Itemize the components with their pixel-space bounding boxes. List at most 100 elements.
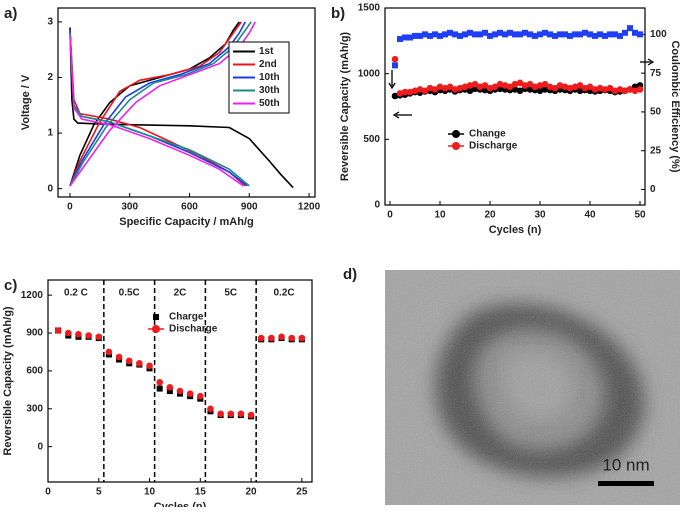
point <box>407 34 413 41</box>
point <box>436 83 444 91</box>
point <box>186 390 194 397</box>
legend-label: Change <box>469 129 506 140</box>
point <box>156 378 163 386</box>
series-line <box>69 21 248 187</box>
plot-frame <box>47 279 313 483</box>
point <box>541 86 549 93</box>
point <box>288 334 295 342</box>
point <box>502 31 508 38</box>
point <box>268 334 275 342</box>
point <box>472 31 478 38</box>
point <box>136 360 143 367</box>
point <box>516 87 524 95</box>
panel-label: b) <box>331 5 345 22</box>
point <box>626 86 634 93</box>
point <box>602 32 608 39</box>
point <box>427 32 433 39</box>
point <box>616 86 624 93</box>
point <box>247 411 255 419</box>
point <box>486 84 494 92</box>
point <box>457 32 463 39</box>
x-tick-label: 0 <box>45 487 51 498</box>
point <box>591 86 599 93</box>
point <box>611 87 619 95</box>
y-tick-label: 2 <box>47 72 53 83</box>
x-tick-label: 10 <box>434 210 446 221</box>
point <box>471 80 479 88</box>
y-tick-label: 1 <box>47 128 53 139</box>
point <box>631 87 639 95</box>
point <box>557 31 563 38</box>
point <box>526 80 534 88</box>
y2-tick-label: 0 <box>650 184 656 195</box>
scale-bar-label: 10 nm <box>602 455 649 474</box>
legend-label: 30th <box>259 85 280 96</box>
point <box>467 29 473 36</box>
point <box>456 84 464 92</box>
point <box>527 31 533 38</box>
point <box>115 353 123 361</box>
y2-tick-label: 25 <box>650 145 662 156</box>
x-axis-label: Cycles (n) <box>489 224 542 236</box>
point <box>597 31 603 38</box>
point <box>227 410 235 418</box>
point <box>632 29 638 36</box>
y-tick-label: 1200 <box>21 290 44 301</box>
point <box>471 85 479 93</box>
point <box>442 31 448 38</box>
point <box>446 83 454 91</box>
point <box>217 410 224 418</box>
point <box>587 31 593 38</box>
rate-label: 0.5C <box>119 288 140 299</box>
point <box>422 31 428 38</box>
point <box>477 31 483 38</box>
point <box>298 334 306 342</box>
point <box>517 31 523 38</box>
legend-swatch <box>452 130 460 138</box>
point <box>54 327 62 334</box>
point <box>612 31 618 38</box>
y-tick-label: 900 <box>26 328 43 339</box>
point <box>95 333 103 341</box>
point <box>537 31 543 38</box>
point <box>562 31 568 38</box>
point <box>466 87 474 95</box>
point <box>447 29 453 36</box>
point <box>621 87 629 95</box>
legend-label: Charge <box>169 312 204 323</box>
point <box>536 82 544 89</box>
point <box>521 82 529 89</box>
y-tick-label: 1500 <box>358 3 381 14</box>
point <box>451 86 459 93</box>
point <box>237 410 245 418</box>
point <box>496 85 504 93</box>
point <box>511 86 519 93</box>
point <box>501 82 509 89</box>
point <box>491 83 499 91</box>
point <box>576 82 584 89</box>
point <box>576 87 584 95</box>
point <box>411 87 419 95</box>
legend-label: 1st <box>259 46 274 57</box>
panel-label: a) <box>4 5 17 22</box>
point <box>546 83 554 91</box>
point <box>417 32 423 39</box>
point <box>531 83 539 91</box>
point <box>526 86 534 93</box>
rate-label: 2C <box>174 288 187 299</box>
point <box>278 333 285 341</box>
point <box>85 332 92 339</box>
annotation-arrows <box>388 58 655 119</box>
point <box>65 329 72 337</box>
point <box>577 31 583 38</box>
point <box>146 362 153 370</box>
x-axis-label: Cycles (n) <box>154 501 207 507</box>
point <box>166 388 173 395</box>
point <box>541 80 549 88</box>
point <box>402 34 408 41</box>
point <box>586 83 594 91</box>
legend-label: Discharge <box>169 324 218 335</box>
point <box>637 31 643 38</box>
legend-label: Discharge <box>469 141 518 152</box>
